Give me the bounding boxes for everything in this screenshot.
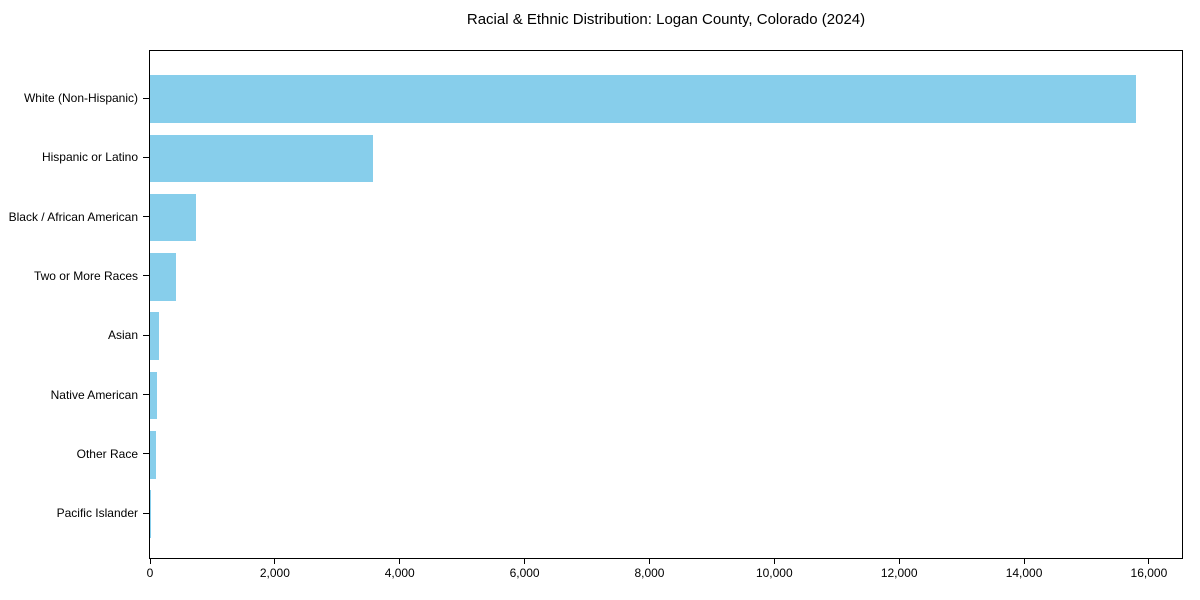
y-tick-mark <box>143 97 149 99</box>
x-tick-label: 8,000 <box>634 566 665 580</box>
y-tick-label: Asian <box>107 328 138 343</box>
bar <box>150 134 373 183</box>
y-tick-mark <box>143 334 149 336</box>
x-tick-mark <box>399 559 401 564</box>
bar <box>150 253 177 301</box>
chart-title: Racial & Ethnic Distribution: Logan Coun… <box>466 11 866 28</box>
y-tick-label: Native American <box>50 387 138 402</box>
y-tick-mark <box>143 275 149 277</box>
x-tick-label: 14,000 <box>1005 566 1043 580</box>
x-tick-mark <box>1148 559 1150 564</box>
bar <box>150 312 160 360</box>
y-tick-label: Pacific Islander <box>56 506 138 521</box>
x-tick-label: 16,000 <box>1130 566 1168 580</box>
x-tick-label: 4,000 <box>384 566 415 580</box>
bar <box>150 431 157 479</box>
x-tick-label: 0 <box>146 566 154 580</box>
x-tick-mark <box>524 559 526 564</box>
x-tick-mark <box>1023 559 1025 564</box>
y-tick-label: Two or More Races <box>33 268 138 283</box>
bar <box>150 75 1137 123</box>
bar <box>150 490 151 538</box>
y-tick-label: Hispanic or Latino <box>41 150 138 165</box>
y-tick-mark <box>143 394 149 395</box>
x-tick-label: 12,000 <box>880 566 918 580</box>
x-tick-label: 10,000 <box>755 566 793 580</box>
x-tick-mark <box>898 559 900 564</box>
bar <box>150 371 158 420</box>
y-tick-label: White (Non-Hispanic) <box>23 91 138 105</box>
plot-area <box>149 50 1183 559</box>
y-tick-mark <box>143 216 149 218</box>
x-tick-mark <box>274 559 276 564</box>
y-tick-mark <box>143 512 149 514</box>
y-tick-mark <box>143 453 149 455</box>
x-tick-label: 6,000 <box>509 566 540 580</box>
x-tick-mark <box>149 559 151 564</box>
bar <box>150 193 197 242</box>
x-tick-mark <box>648 559 650 564</box>
y-tick-label: Black / African American <box>8 209 138 224</box>
x-tick-label: 2,000 <box>259 566 290 580</box>
x-tick-mark <box>773 559 775 564</box>
y-tick-label: Other Race <box>76 446 138 461</box>
y-tick-mark <box>143 156 149 158</box>
